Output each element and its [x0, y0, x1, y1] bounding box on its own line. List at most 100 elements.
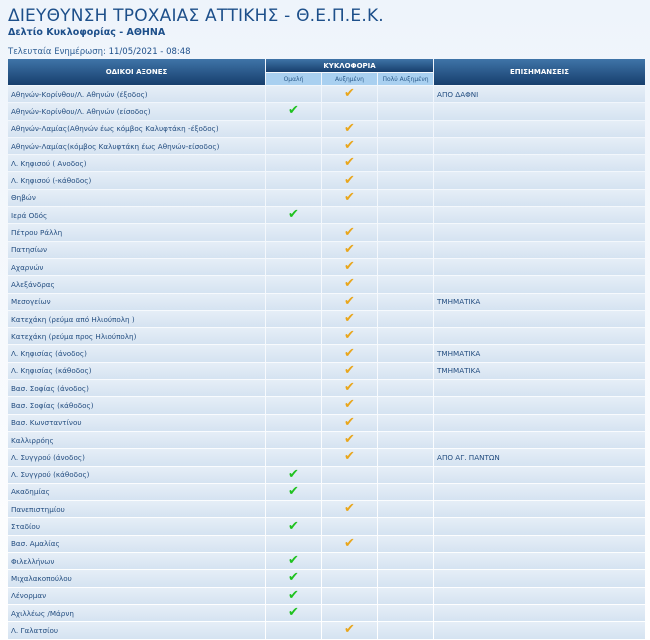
table-row: Λ. Κηφισίας (άνοδος) ✔ ΤΜΗΜΑΤΙΚΑ: [8, 345, 645, 362]
last-update-label: Τελευταία Ενημέρωση:: [8, 47, 106, 57]
status-normal-cell: [266, 293, 321, 310]
last-update: Τελευταία Ενημέρωση: 11/05/2021 - 08:48: [8, 47, 645, 58]
status-very-increased-cell: [378, 207, 434, 224]
status-increased-cell: ✔: [322, 362, 377, 380]
road-name: Βασ. Κωνσταντίνου: [8, 414, 265, 431]
status-normal-cell: [266, 189, 321, 207]
note: [434, 137, 645, 155]
road-name: Πατησίων: [8, 241, 265, 258]
check-icon: ✔: [344, 432, 355, 448]
check-icon: ✔: [344, 501, 355, 517]
status-very-increased-cell: [378, 380, 434, 397]
table-row: Μιχαλακοπούλου ✔: [8, 570, 645, 587]
status-very-increased-cell: [378, 293, 434, 310]
status-increased-cell: ✔: [322, 345, 377, 362]
status-normal-cell: [266, 241, 321, 258]
status-very-increased-cell: [378, 155, 434, 172]
note: [434, 535, 645, 553]
status-very-increased-cell: [378, 258, 434, 276]
road-name: Λ. Συγγρού (άνοδος): [8, 449, 265, 466]
status-very-increased-cell: [378, 622, 434, 639]
check-icon: ✔: [344, 155, 355, 171]
note: [434, 483, 645, 501]
status-normal-cell: ✔: [266, 518, 321, 535]
note: [434, 397, 645, 414]
status-increased-cell: ✔: [322, 293, 377, 310]
road-name: Λένορμαν: [8, 587, 265, 604]
road-name: Βασ. Σοφίας (άνοδος): [8, 380, 265, 397]
status-increased-cell: [322, 553, 377, 570]
note: [434, 414, 645, 431]
check-icon: ✔: [344, 622, 355, 638]
table-row: Λένορμαν ✔: [8, 587, 645, 604]
status-increased-cell: [322, 604, 377, 622]
check-icon: ✔: [288, 466, 299, 482]
road-name: Αθηνών-Κορίνθου/Λ. Αθηνών (έξοδος): [8, 86, 265, 103]
status-normal-cell: [266, 310, 321, 328]
road-name: Πέτρου Ράλλη: [8, 224, 265, 241]
table-row: Λ. Συγγρού (κάθοδος) ✔: [8, 466, 645, 483]
status-increased-cell: ✔: [322, 120, 377, 137]
table-row: Φιλελλήνων ✔: [8, 553, 645, 570]
status-increased-cell: ✔: [322, 276, 377, 293]
note: ΤΜΗΜΑΤΙΚΑ: [434, 345, 645, 362]
status-very-increased-cell: [378, 345, 434, 362]
note: [434, 155, 645, 172]
status-increased-cell: ✔: [322, 622, 377, 639]
status-normal-cell: ✔: [266, 570, 321, 587]
page-subtitle: Δελτίο Κυκλοφορίας - ΑΘΗΝΑ: [8, 27, 166, 38]
table-row: Αχαρνών ✔: [8, 258, 645, 276]
check-icon: ✔: [344, 86, 355, 102]
status-increased-cell: ✔: [322, 449, 377, 466]
status-increased-cell: ✔: [322, 535, 377, 553]
check-icon: ✔: [288, 570, 299, 586]
table-row: Σταδίου ✔: [8, 518, 645, 535]
status-normal-cell: ✔: [266, 207, 321, 224]
road-name: Λ. Κηφισού (-κάθοδος): [8, 172, 265, 189]
col-notes: ΕΠΙΣΗΜΑΝΣΕΙΣ: [434, 59, 645, 85]
check-icon: ✔: [344, 362, 355, 378]
road-name: Θηβών: [8, 189, 265, 207]
check-icon: ✔: [288, 207, 299, 223]
col-roads: ΟΔΙΚΟΙ ΑΞΟΝΕΣ: [8, 59, 265, 85]
check-icon: ✔: [344, 449, 355, 465]
note: [434, 120, 645, 137]
note: [434, 258, 645, 276]
status-very-increased-cell: [378, 501, 434, 518]
note: [434, 622, 645, 639]
status-very-increased-cell: [378, 535, 434, 553]
status-very-increased-cell: [378, 449, 434, 466]
status-normal-cell: [266, 622, 321, 639]
status-very-increased-cell: [378, 604, 434, 622]
status-normal-cell: [266, 449, 321, 466]
table-row: Αλεξάνδρας ✔: [8, 276, 645, 293]
road-name: Καλλιρρόης: [8, 431, 265, 449]
note: [434, 466, 645, 483]
table-row: Λ. Κηφισίας (κάθοδος) ✔ ΤΜΗΜΑΤΙΚΑ: [8, 362, 645, 380]
status-normal-cell: [266, 172, 321, 189]
table-row: Αθηνών-Κορίνθου/Λ. Αθηνών (έξοδος) ✔ ΑΠΟ Δ…: [8, 86, 645, 103]
road-name: Κατεχάκη (ρεύμα από Ηλιούπολη ): [8, 310, 265, 328]
status-increased-cell: ✔: [322, 172, 377, 189]
table-row: Αθηνών-Λαμίας(κόμβος Καλυφτάκη έως Αθηνώ…: [8, 137, 645, 155]
check-icon: ✔: [344, 259, 355, 275]
status-increased-cell: ✔: [322, 501, 377, 518]
col-normal: Ομαλή: [266, 73, 321, 85]
status-normal-cell: [266, 120, 321, 137]
status-very-increased-cell: [378, 189, 434, 207]
table-row: Πέτρου Ράλλη ✔: [8, 224, 645, 241]
col-very-increased: Πολύ Αυξημένη: [378, 73, 434, 85]
road-name: Αχιλλέως /Μάρνη: [8, 604, 265, 622]
check-icon: ✔: [344, 397, 355, 413]
table-row: Βασ. Σοφίας (κάθοδος) ✔: [8, 397, 645, 414]
check-icon: ✔: [288, 605, 299, 621]
table-row: Πατησίων ✔: [8, 241, 645, 258]
check-icon: ✔: [344, 328, 355, 344]
road-name: Μιχαλακοπούλου: [8, 570, 265, 587]
status-increased-cell: ✔: [322, 397, 377, 414]
status-normal-cell: [266, 224, 321, 241]
check-icon: ✔: [288, 553, 299, 569]
status-normal-cell: [266, 137, 321, 155]
table-row: Ιερά Οδός ✔: [8, 207, 645, 224]
